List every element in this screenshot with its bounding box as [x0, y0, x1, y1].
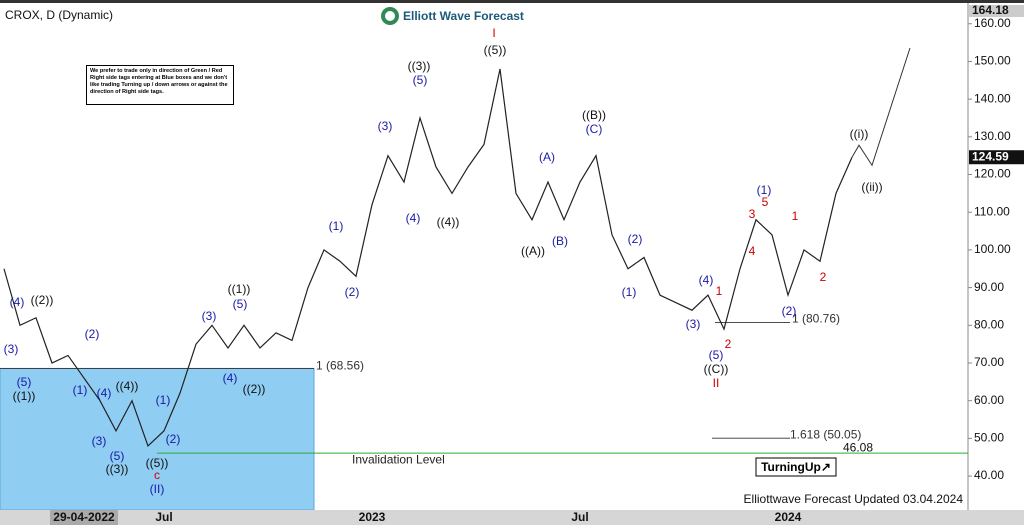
x-tick-label: 2024: [775, 510, 802, 524]
projection: [851, 47, 911, 167]
price-line: [3, 68, 853, 447]
wave-label: (2): [85, 327, 100, 341]
wave-label: 2: [820, 270, 827, 284]
top-bar: [0, 0, 1024, 3]
level-label: 1.618 (50.05): [790, 427, 861, 441]
wave-label: ((3)): [106, 462, 129, 476]
wave-label: I: [492, 26, 495, 40]
wave-label: ((2)): [31, 293, 54, 307]
wave-label: ((3)): [408, 59, 431, 73]
wave-label: (B): [552, 234, 568, 248]
wave-label: (1): [622, 285, 637, 299]
note: We prefer to trade only in direction of …: [86, 65, 234, 105]
last-price-label: 124.59: [972, 149, 1009, 163]
badge: TurningUp↗: [761, 460, 831, 474]
x-tick-label: 2023: [359, 510, 386, 524]
wave-label: (3): [378, 119, 393, 133]
wave-label: 1: [792, 209, 799, 223]
y-tick-label: 110.00: [974, 204, 1010, 218]
wave-label: (2): [166, 432, 181, 446]
wave-label: 4: [749, 244, 756, 258]
wave-label: (II): [150, 482, 165, 496]
wave-label: ((C)): [704, 362, 729, 376]
wave-label: ((4)): [437, 215, 460, 229]
footer: Elliottwave Forecast Updated 03.04.2024: [744, 492, 964, 506]
y-tick-label: 90.00: [974, 280, 1004, 294]
wave-label: (2): [628, 232, 643, 246]
blue-box: [0, 367, 315, 511]
wave-label: (5): [233, 297, 248, 311]
y-tick-label: 60.00: [974, 393, 1004, 407]
wave-label: (C): [586, 122, 603, 136]
level-label: 1 (68.56): [316, 359, 364, 373]
wave-label: (4): [699, 273, 714, 287]
wave-label: c: [154, 468, 160, 482]
y-tick-label: 150.00: [974, 54, 1011, 68]
y-tick-label: 140.00: [974, 91, 1011, 105]
y-tick-label: 50.00: [974, 431, 1004, 445]
wave-label: (1): [156, 393, 171, 407]
chart-title: CROX, D (Dynamic): [5, 8, 113, 22]
wave-label: 2: [725, 337, 732, 351]
brand: Elliott Wave Forecast: [403, 9, 524, 23]
wave-label: (3): [202, 309, 217, 323]
badge-box: [755, 457, 837, 477]
y-tick-label: 100.00: [974, 242, 1011, 256]
wave-label: (2): [782, 304, 797, 318]
wave-label: ((4)): [116, 379, 139, 393]
wave-label: (5): [17, 375, 32, 389]
wave-label: (3): [4, 342, 19, 356]
x-tick-label: 29-04-2022: [53, 510, 115, 524]
y-tick-label: 130.00: [974, 129, 1011, 143]
wave-label: II: [713, 376, 720, 390]
invalidation-value: 46.08: [843, 440, 873, 454]
wave-label: (4): [223, 371, 238, 385]
wave-label: (5): [413, 73, 428, 87]
wave-label: 3: [749, 207, 756, 221]
wave-label: (2): [345, 285, 360, 299]
wave-label: (1): [73, 383, 88, 397]
wave-label: ((i)): [850, 127, 869, 141]
last-price-tag: [969, 150, 1024, 165]
wave-label: (4): [406, 211, 421, 225]
wave-label: ((1)): [13, 389, 36, 403]
wave-label: 1: [716, 284, 723, 298]
logo-icon-inner: [385, 11, 395, 21]
wave-label: (4): [97, 386, 112, 400]
wave-label: (1): [329, 219, 344, 233]
x-tick-label: Jul: [571, 510, 588, 524]
x-label-highlight: [50, 510, 118, 525]
wave-label: ((B)): [582, 108, 606, 122]
y-tick-label: 80.00: [974, 317, 1004, 331]
top-tag-label: 164.18: [972, 3, 1009, 17]
x-tick-label: Jul: [155, 510, 172, 524]
y-tick-label: 120.00: [974, 167, 1011, 181]
y-tick-label: 40.00: [974, 468, 1004, 482]
x-axis-strip: [0, 510, 1024, 525]
y-tick-label: 70.00: [974, 355, 1004, 369]
wave-label: ((A)): [521, 244, 545, 258]
wave-label: ((ii)): [861, 180, 882, 194]
wave-label: 5: [762, 195, 769, 209]
y-tick-label: 160.00: [974, 16, 1011, 30]
wave-label: ((1)): [228, 282, 251, 296]
wave-label: (5): [709, 348, 724, 362]
wave-label: (3): [686, 317, 701, 331]
wave-label: (4): [10, 295, 25, 309]
level-label: 1 (80.76): [792, 312, 840, 326]
invalidation-text: Invalidation Level: [352, 452, 445, 466]
top-tag: [969, 5, 1024, 17]
wave-label: ((5)): [484, 43, 507, 57]
wave-label: ((5)): [146, 456, 169, 470]
wave-label: ((2)): [243, 382, 266, 396]
wave-label: (3): [92, 434, 107, 448]
wave-label: (5): [110, 449, 125, 463]
wave-label: (1): [757, 183, 772, 197]
wave-label: (A): [539, 150, 555, 164]
